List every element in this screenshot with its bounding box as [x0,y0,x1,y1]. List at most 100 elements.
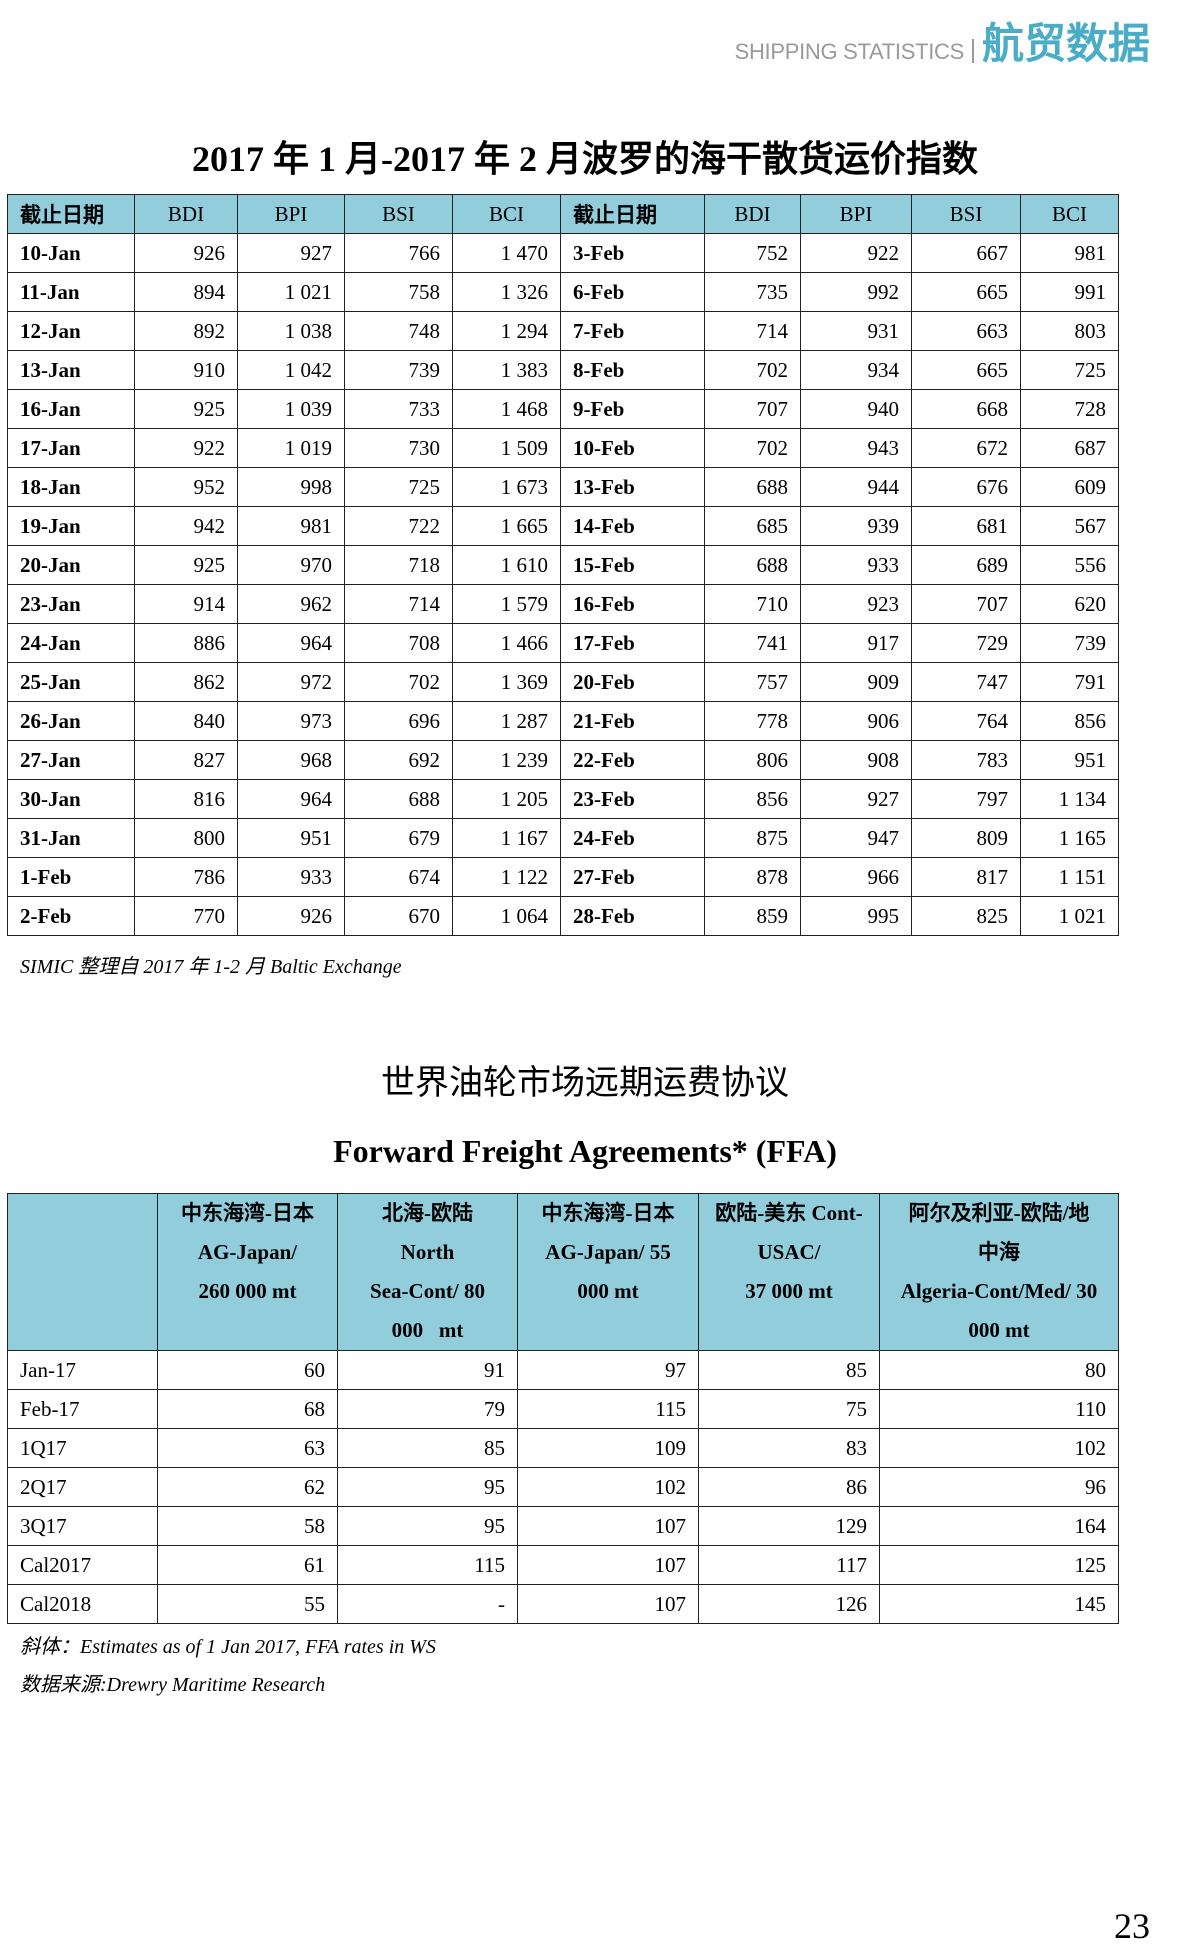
header-line: 000 mt [968,1318,1030,1342]
table-row: 12-Jan 892 1 038 748 1 294 7-Feb 714 931 663 803 [7,311,1119,351]
value-cell: 735 [704,272,801,312]
value-cell: 962 [237,584,345,624]
table-row: 1Q17 63 85 109 83 102 [7,1428,1119,1468]
value-cell: 797 [911,779,1021,819]
value-cell: 943 [800,428,912,468]
value-cell: 1 042 [237,350,345,390]
value-cell: 1 673 [452,467,561,507]
value-cell: 620 [1020,584,1119,624]
value-cell: 1 287 [452,701,561,741]
value-cell: 778 [704,701,801,741]
period-cell: Cal2018 [7,1584,158,1624]
value-cell: 809 [911,818,1021,858]
column-header: 北海-欧陆 North Sea-Cont/ 80 000 mt [337,1193,518,1351]
value-cell: 758 [344,272,453,312]
value-cell: 995 [800,896,912,936]
value-cell: 909 [800,662,912,702]
value-cell: 110 [879,1389,1119,1429]
value-cell: 696 [344,701,453,741]
header-line: 欧陆-美东 Cont- [715,1201,863,1225]
date-cell: 19-Jan [7,506,135,546]
value-cell: 862 [134,662,238,702]
value-cell: 894 [134,272,238,312]
date-cell: 24-Jan [7,623,135,663]
table-row: 19-Jan 942 981 722 1 665 14-Feb 685 939 681 567 [7,506,1119,546]
period-cell: 3Q17 [7,1506,158,1546]
value-cell: 60 [157,1350,338,1390]
value-cell: 1 167 [452,818,561,858]
value-cell: 923 [800,584,912,624]
header-line: AG-Japan/ [197,1240,298,1264]
value-cell: 692 [344,740,453,780]
value-cell: 725 [344,467,453,507]
column-header: BCI [452,194,561,234]
value-cell: 908 [800,740,912,780]
value-cell: 1 665 [452,506,561,546]
value-cell: 733 [344,389,453,429]
value-cell: 1 019 [237,428,345,468]
value-cell: 688 [344,779,453,819]
value-cell: 117 [698,1545,880,1585]
header-line: USAC/ [757,1240,821,1264]
value-cell: 80 [879,1350,1119,1390]
value-cell: 992 [800,272,912,312]
column-header: BDI [134,194,238,234]
period-cell: 2Q17 [7,1467,158,1507]
value-cell: 800 [134,818,238,858]
date-cell: 16-Jan [7,389,135,429]
date-cell: 30-Jan [7,779,135,819]
value-cell: 55 [157,1584,338,1624]
value-cell: 914 [134,584,238,624]
value-cell: 609 [1020,467,1119,507]
value-cell: 1 369 [452,662,561,702]
value-cell: 906 [800,701,912,741]
table-row: Cal2017 61 115 107 117 125 [7,1545,1119,1585]
date-cell: 7-Feb [560,311,705,351]
date-cell: 15-Feb [560,545,705,585]
value-cell: 926 [237,896,345,936]
value-cell: 991 [1020,272,1119,312]
value-cell: 972 [237,662,345,702]
bdi-table: 截止日期 BDI BPI BSI BCI 截止日期 BDI BPI BSI BCI 10-Jan 9… [7,194,1119,936]
value-cell: 689 [911,545,1021,585]
date-cell: 10-Jan [7,233,135,273]
date-cell: 12-Jan [7,311,135,351]
value-cell: 710 [704,584,801,624]
value-cell: 86 [698,1467,880,1507]
value-cell: 129 [698,1506,880,1546]
value-cell: 1 038 [237,311,345,351]
value-cell: 91 [337,1350,518,1390]
value-cell: 1 122 [452,857,561,897]
table-row: 3Q17 58 95 107 129 164 [7,1506,1119,1546]
value-cell: 1 383 [452,350,561,390]
value-cell: 61 [157,1545,338,1585]
value-cell: 725 [1020,350,1119,390]
value-cell: 942 [134,506,238,546]
value-cell: 95 [337,1506,518,1546]
column-header: BSI [911,194,1021,234]
value-cell: 1 326 [452,272,561,312]
value-cell: 910 [134,350,238,390]
value-cell: 79 [337,1389,518,1429]
column-header: 欧陆-美东 Cont- USAC/37 000 mt [698,1193,880,1351]
column-header: BPI [800,194,912,234]
value-cell: 730 [344,428,453,468]
header-line: 中东海湾-日本 [181,1201,314,1225]
value-cell: 107 [517,1545,699,1585]
value-cell: 674 [344,857,453,897]
date-cell: 11-Jan [7,272,135,312]
ffa-title-cn: 世界油轮市场远期运费协议 [381,1065,789,1102]
value-cell: 58 [157,1506,338,1546]
value-cell: 718 [344,545,453,585]
value-cell: 827 [134,740,238,780]
value-cell: 875 [704,818,801,858]
date-cell: 3-Feb [560,233,705,273]
value-cell: 766 [344,233,453,273]
date-cell: 23-Feb [560,779,705,819]
value-cell: 1 165 [1020,818,1119,858]
value-cell: 739 [1020,623,1119,663]
value-cell: 63 [157,1428,338,1468]
table-row: 1-Feb 786 933 674 1 122 27-Feb 878 966 817 1 151 [7,857,1119,897]
value-cell: 817 [911,857,1021,897]
value-cell: 1 466 [452,623,561,663]
